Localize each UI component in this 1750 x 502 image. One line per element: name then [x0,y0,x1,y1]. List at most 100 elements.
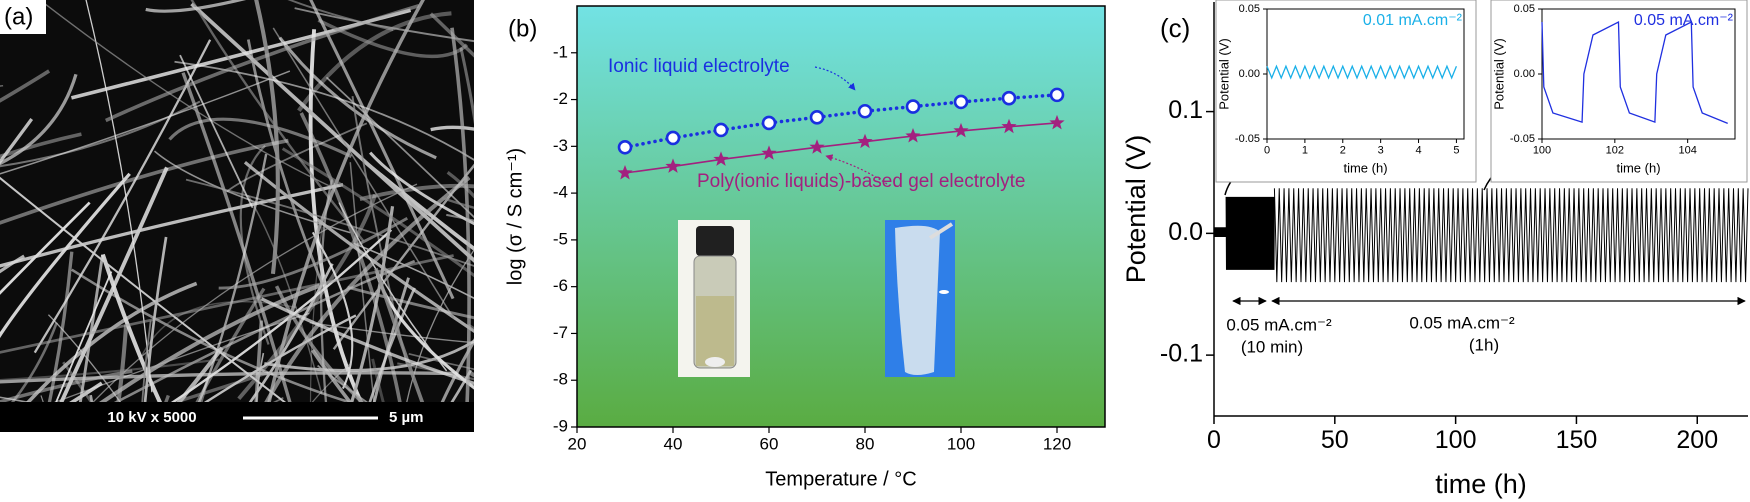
marker [713,151,729,166]
fiber [255,352,265,402]
marker [761,145,777,160]
y-tick-label: -6 [553,276,568,295]
x-tick-label: 1 [1302,145,1308,157]
fiber [0,371,455,384]
y-tick-label: 0.0 [1168,218,1203,246]
x-tick-label: 20 [568,434,587,453]
sem-fibers [0,0,594,502]
x-axis-label: time (h) [1616,160,1660,175]
annotation: 0.05 mA.cm⁻² [1409,313,1515,332]
fiber [430,125,474,132]
y-tick-label: -9 [553,416,568,435]
fiber [0,176,287,402]
plot-area [576,5,1106,428]
fiber [47,251,74,402]
fiber [441,196,474,209]
marker [617,165,633,180]
fiber [429,12,474,58]
y-tick-label: -5 [553,229,568,248]
fiber [272,27,455,320]
x-axis-label: time (h) [1435,469,1527,499]
fiber [459,47,474,125]
marker [857,133,873,149]
annotation: (1h) [1469,335,1499,354]
panel-label: (a) [4,3,33,30]
series-line [624,122,1058,174]
marker [905,99,921,114]
panel-label: (c) [1160,13,1190,43]
fiber [450,27,471,402]
fiber [278,36,437,160]
fiber [347,285,474,320]
fiber [190,0,365,242]
marker [809,110,825,125]
fiber [0,201,91,295]
fiber [260,297,474,385]
marker [665,158,681,173]
gel-photo [885,220,955,377]
fiber [0,70,291,175]
fiber [351,95,408,365]
fiber [254,0,280,275]
fiber [467,323,474,331]
fiber [141,320,152,402]
fiber [226,122,368,193]
fiber [145,0,247,13]
fiber [10,322,58,402]
fiber [264,175,471,402]
fiber [181,72,292,402]
annotation: 0.05 mA.cm⁻² [1226,315,1332,334]
marker [953,94,969,110]
x-axis-label: time (h) [1343,160,1387,175]
fiber [369,151,474,226]
fiber [0,432,1,502]
fiber [0,138,289,225]
fiber [294,7,474,43]
marker [905,128,921,143]
fiber [408,353,474,371]
y-tick-label: -4 [553,183,568,202]
fiber [353,242,474,300]
fiber [78,254,104,402]
x-tick-label: 100 [1533,145,1551,157]
x-axis-label: Temperature / °C [765,468,916,490]
fiber [174,60,474,161]
y-tick-label: 0.05 [1239,3,1260,15]
x-tick-label: 40 [664,434,683,453]
marker [1001,90,1017,106]
x-tick-label: 104 [1678,145,1696,157]
fiber [248,263,334,402]
y-tick-label: 0.1 [1168,96,1203,124]
fiber [0,254,454,354]
marker [617,139,633,155]
y-tick-label: -1 [553,42,568,61]
y-tick-label: -8 [553,370,568,389]
marker [761,115,777,131]
fiber [254,320,264,402]
fiber [143,236,168,402]
fiber [218,216,409,290]
y-tick-label: -7 [553,323,568,342]
x-tick-label: 50 [1321,426,1349,454]
fiber [246,426,562,502]
marker [665,130,681,146]
y-axis-label: Potential (V) [1216,38,1231,110]
fiber [239,144,270,345]
x-tick-label: 120 [1043,434,1071,453]
fiber [47,314,121,402]
x-tick-label: 60 [760,434,779,453]
x-tick-label: 0 [1264,145,1270,157]
x-tick-label: 100 [1435,426,1477,454]
panel-label: (b) [508,15,537,42]
sem-info: 10 kV x 5000 [107,409,196,426]
fiber [309,322,474,344]
x-tick-label: 100 [947,434,975,453]
vial-photo [678,220,750,377]
x-tick-label: 102 [1606,145,1624,157]
fiber [55,271,113,402]
fiber [247,436,594,502]
annotation-arrow [814,66,856,91]
marker [953,122,969,138]
fiber [176,346,224,402]
inset-title: 0.05 mA.cm⁻² [1634,12,1734,29]
